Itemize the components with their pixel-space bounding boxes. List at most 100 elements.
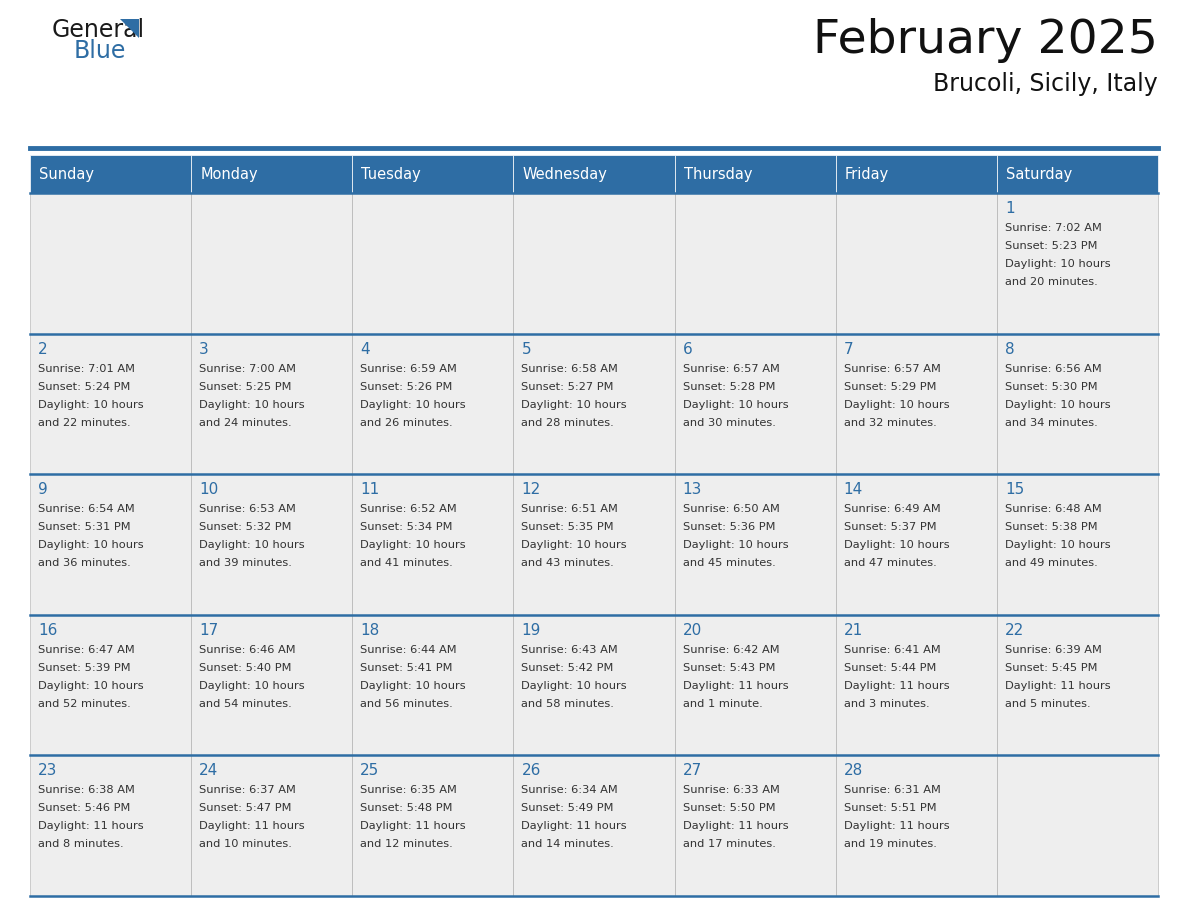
- Text: Sunset: 5:51 PM: Sunset: 5:51 PM: [843, 803, 936, 813]
- Text: Sunset: 5:38 PM: Sunset: 5:38 PM: [1005, 522, 1098, 532]
- Bar: [675, 333, 835, 475]
- Text: Sunset: 5:35 PM: Sunset: 5:35 PM: [522, 522, 614, 532]
- Text: Tuesday: Tuesday: [361, 166, 421, 182]
- Bar: [30, 756, 191, 896]
- Text: 27: 27: [683, 764, 702, 778]
- Text: Daylight: 11 hours: Daylight: 11 hours: [683, 681, 788, 691]
- Bar: [30, 193, 191, 333]
- Text: Sunset: 5:50 PM: Sunset: 5:50 PM: [683, 803, 776, 813]
- Bar: [191, 333, 353, 475]
- Bar: [353, 615, 513, 756]
- Text: Sunrise: 6:34 AM: Sunrise: 6:34 AM: [522, 786, 618, 795]
- Bar: [513, 475, 675, 615]
- Text: Sunrise: 6:57 AM: Sunrise: 6:57 AM: [843, 364, 941, 374]
- Text: Daylight: 10 hours: Daylight: 10 hours: [522, 681, 627, 691]
- Text: and 5 minutes.: and 5 minutes.: [1005, 699, 1091, 709]
- Text: Sunset: 5:46 PM: Sunset: 5:46 PM: [38, 803, 131, 813]
- Text: Sunrise: 6:41 AM: Sunrise: 6:41 AM: [843, 644, 941, 655]
- Bar: [675, 475, 835, 615]
- Text: Daylight: 10 hours: Daylight: 10 hours: [360, 540, 466, 550]
- Bar: [191, 475, 353, 615]
- Text: Sunrise: 6:50 AM: Sunrise: 6:50 AM: [683, 504, 779, 514]
- Text: Sunrise: 6:33 AM: Sunrise: 6:33 AM: [683, 786, 779, 795]
- Bar: [997, 475, 1158, 615]
- Text: Daylight: 11 hours: Daylight: 11 hours: [200, 822, 305, 832]
- Bar: [353, 333, 513, 475]
- Text: Brucoli, Sicily, Italy: Brucoli, Sicily, Italy: [934, 72, 1158, 96]
- Text: Sunrise: 6:59 AM: Sunrise: 6:59 AM: [360, 364, 457, 374]
- Text: Daylight: 10 hours: Daylight: 10 hours: [522, 540, 627, 550]
- Text: Daylight: 10 hours: Daylight: 10 hours: [38, 540, 144, 550]
- Text: and 12 minutes.: and 12 minutes.: [360, 839, 453, 849]
- Text: Sunset: 5:34 PM: Sunset: 5:34 PM: [360, 522, 453, 532]
- Text: Sunset: 5:37 PM: Sunset: 5:37 PM: [843, 522, 936, 532]
- Text: Sunset: 5:49 PM: Sunset: 5:49 PM: [522, 803, 614, 813]
- Text: Sunset: 5:32 PM: Sunset: 5:32 PM: [200, 522, 291, 532]
- Text: and 54 minutes.: and 54 minutes.: [200, 699, 292, 709]
- Text: and 14 minutes.: and 14 minutes.: [522, 839, 614, 849]
- Text: Daylight: 11 hours: Daylight: 11 hours: [683, 822, 788, 832]
- Text: Daylight: 10 hours: Daylight: 10 hours: [843, 399, 949, 409]
- Text: and 43 minutes.: and 43 minutes.: [522, 558, 614, 568]
- Text: Daylight: 10 hours: Daylight: 10 hours: [38, 399, 144, 409]
- Text: 12: 12: [522, 482, 541, 498]
- Text: 5: 5: [522, 341, 531, 356]
- Bar: [513, 333, 675, 475]
- Bar: [835, 756, 997, 896]
- Text: February 2025: February 2025: [813, 18, 1158, 63]
- Text: Sunrise: 6:48 AM: Sunrise: 6:48 AM: [1005, 504, 1101, 514]
- Text: Sunset: 5:24 PM: Sunset: 5:24 PM: [38, 382, 131, 392]
- Text: Sunrise: 6:37 AM: Sunrise: 6:37 AM: [200, 786, 296, 795]
- Text: and 28 minutes.: and 28 minutes.: [522, 418, 614, 428]
- Bar: [191, 615, 353, 756]
- Text: 1: 1: [1005, 201, 1015, 216]
- Text: and 52 minutes.: and 52 minutes.: [38, 699, 131, 709]
- Text: 10: 10: [200, 482, 219, 498]
- Bar: [997, 155, 1158, 193]
- Text: 25: 25: [360, 764, 379, 778]
- Text: 4: 4: [360, 341, 369, 356]
- Bar: [835, 333, 997, 475]
- Bar: [835, 615, 997, 756]
- Bar: [675, 193, 835, 333]
- Text: Sunrise: 7:00 AM: Sunrise: 7:00 AM: [200, 364, 296, 374]
- Text: Blue: Blue: [74, 39, 126, 63]
- Text: Daylight: 11 hours: Daylight: 11 hours: [843, 681, 949, 691]
- Bar: [191, 193, 353, 333]
- Text: and 19 minutes.: and 19 minutes.: [843, 839, 936, 849]
- Text: Sunset: 5:25 PM: Sunset: 5:25 PM: [200, 382, 291, 392]
- Text: Sunset: 5:30 PM: Sunset: 5:30 PM: [1005, 382, 1098, 392]
- Text: Daylight: 11 hours: Daylight: 11 hours: [1005, 681, 1111, 691]
- Text: Daylight: 10 hours: Daylight: 10 hours: [843, 540, 949, 550]
- Text: Sunset: 5:39 PM: Sunset: 5:39 PM: [38, 663, 131, 673]
- Bar: [353, 193, 513, 333]
- Text: Daylight: 10 hours: Daylight: 10 hours: [360, 399, 466, 409]
- Text: Sunrise: 6:56 AM: Sunrise: 6:56 AM: [1005, 364, 1101, 374]
- Text: 16: 16: [38, 622, 57, 638]
- Text: and 47 minutes.: and 47 minutes.: [843, 558, 936, 568]
- Bar: [513, 155, 675, 193]
- Bar: [997, 193, 1158, 333]
- Polygon shape: [120, 19, 139, 38]
- Text: 3: 3: [200, 341, 209, 356]
- Text: and 8 minutes.: and 8 minutes.: [38, 839, 124, 849]
- Text: and 56 minutes.: and 56 minutes.: [360, 699, 453, 709]
- Bar: [30, 615, 191, 756]
- Text: Friday: Friday: [845, 166, 889, 182]
- Text: and 10 minutes.: and 10 minutes.: [200, 839, 292, 849]
- Text: 15: 15: [1005, 482, 1024, 498]
- Text: Daylight: 11 hours: Daylight: 11 hours: [522, 822, 627, 832]
- Text: General: General: [52, 18, 145, 42]
- Text: Sunrise: 6:53 AM: Sunrise: 6:53 AM: [200, 504, 296, 514]
- Bar: [513, 756, 675, 896]
- Text: Sunrise: 6:51 AM: Sunrise: 6:51 AM: [522, 504, 618, 514]
- Text: 11: 11: [360, 482, 379, 498]
- Text: 18: 18: [360, 622, 379, 638]
- Bar: [191, 155, 353, 193]
- Bar: [513, 193, 675, 333]
- Text: Daylight: 11 hours: Daylight: 11 hours: [843, 822, 949, 832]
- Text: 14: 14: [843, 482, 862, 498]
- Text: and 36 minutes.: and 36 minutes.: [38, 558, 131, 568]
- Text: Sunset: 5:42 PM: Sunset: 5:42 PM: [522, 663, 614, 673]
- Text: Saturday: Saturday: [1006, 166, 1072, 182]
